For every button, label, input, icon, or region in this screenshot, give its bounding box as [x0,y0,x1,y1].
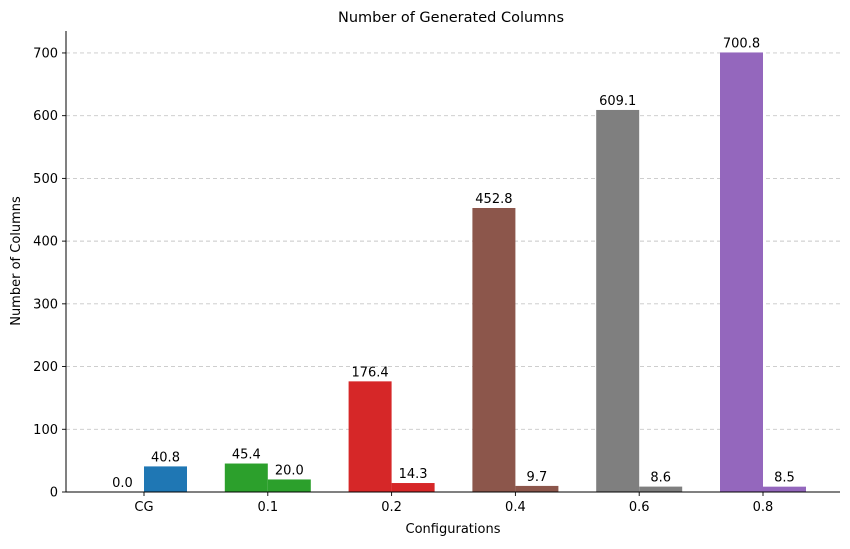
bar-0.1-second [267,479,311,492]
y-axis-title: Number of Columns [9,196,24,326]
data-labels: 0.0 40.8 45.4 20.0 176.4 14.3 452.8 9.7 609.1 8.6… [112,36,795,491]
y-tick-label: 0 [50,486,58,501]
y-tick-label: 600 [33,109,58,124]
data-label: 0.0 [112,476,133,491]
data-label: 452.8 [475,192,512,207]
x-tick-label: 0.2 [381,500,402,515]
x-tick-label: 0.6 [629,500,650,515]
grid-lines [66,52,840,430]
x-tick-label: 0.1 [257,500,278,515]
data-label: 700.8 [723,36,760,51]
bar-0.4-first [472,207,516,493]
data-label: 45.4 [232,448,261,463]
bar-CG-second [144,466,187,492]
data-label: 8.5 [774,471,795,486]
y-tick-label: 400 [33,235,58,250]
chart-title: Number of Generated Columns [338,10,564,26]
y-tick-label: 700 [33,46,58,61]
y-tick-label: 100 [33,423,58,438]
y-tick-label: 200 [33,360,58,375]
data-label: 609.1 [599,94,636,109]
bar-0.1-first [224,463,268,492]
bar-0.2-first [348,381,392,492]
axes: 0 100 200 300 400 500 600 700 CG 0.1 0.2 0.4 0.6 0.8 [33,31,840,515]
data-label: 40.8 [151,450,180,465]
x-tick-label: CG [134,500,153,515]
y-tick-label: 300 [33,297,58,312]
y-tick-label: 500 [33,172,58,187]
data-label: 8.6 [650,471,671,486]
bar-0.2-second [391,483,435,492]
bar-0.6-first [596,109,640,492]
x-tick-label: 0.4 [505,500,526,515]
bar-0.6-second [639,486,683,492]
x-tick-label: 0.8 [753,500,774,515]
bars [144,52,806,493]
data-label: 14.3 [399,467,428,482]
x-axis-title: Configurations [406,522,501,537]
data-label: 176.4 [351,365,388,380]
bar-0.4-second [515,485,559,492]
data-label: 9.7 [527,470,548,485]
bar-0.8-first [720,52,763,492]
bar-0.8-second [763,486,806,492]
data-label: 20.0 [275,463,304,478]
